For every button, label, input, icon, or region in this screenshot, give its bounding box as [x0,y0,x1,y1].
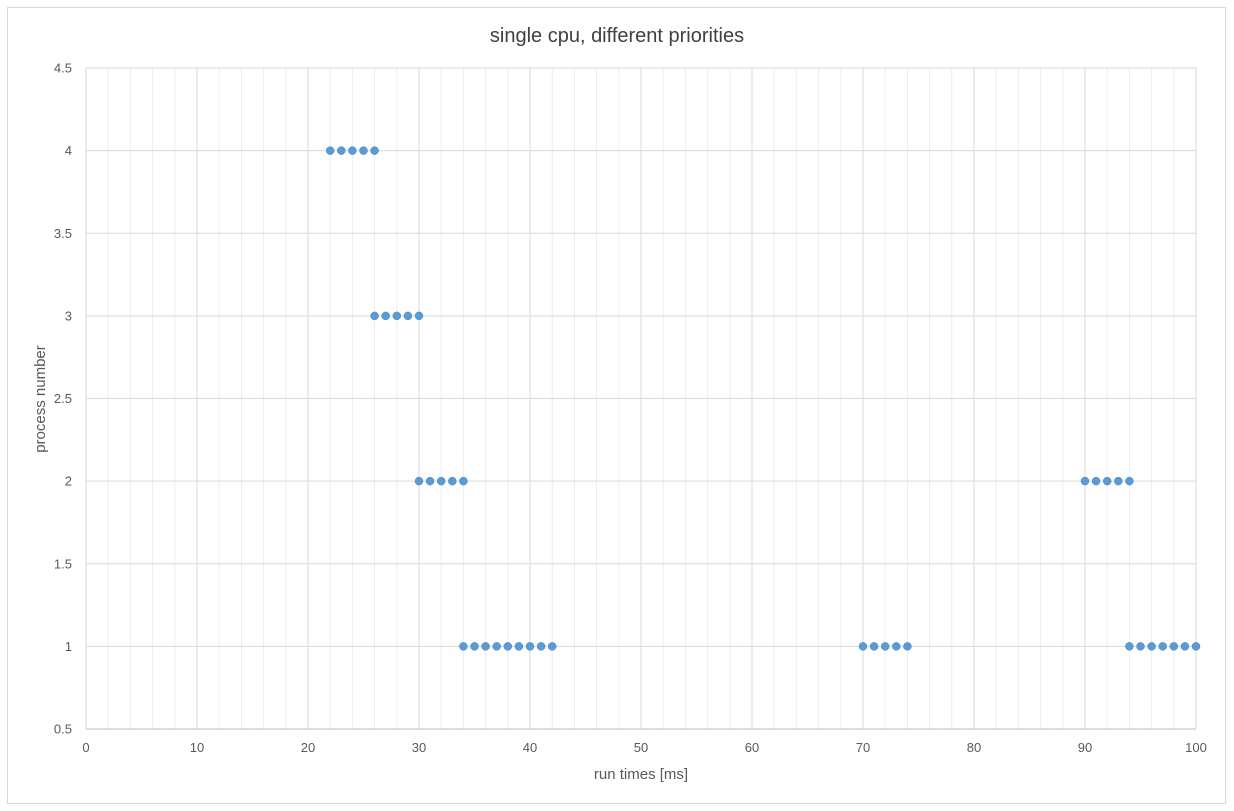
x-axis-ticks: 0 10 20 30 40 50 60 70 80 90 100 [82,740,1206,755]
x-tick-label: 60 [745,740,759,755]
data-point [337,146,346,155]
data-point [903,642,912,651]
x-tick-label: 30 [412,740,426,755]
major-gridlines [85,67,1197,730]
x-tick-label: 100 [1185,740,1207,755]
data-point [1136,642,1145,651]
data-point [392,311,402,321]
data-point [1080,476,1090,486]
data-point [403,311,413,321]
y-axis-ticks: 0.5 1 1.5 2 2.5 3 3.5 4 4.5 [54,61,72,737]
x-tick-label: 70 [856,740,870,755]
chart-title: single cpu, different priorities [490,25,744,47]
y-tick-label: 2.5 [54,391,72,406]
data-point [459,642,468,651]
data-point [459,476,468,486]
data-point [359,146,368,155]
x-tick-label: 10 [190,740,204,755]
data-point [514,642,524,651]
data-point [425,476,435,486]
data-point [892,642,901,651]
x-tick-label: 90 [1078,740,1092,755]
data-point [470,642,479,651]
x-tick-label: 0 [82,740,89,755]
data-point [1169,642,1179,651]
data-point [481,642,490,651]
data-point [1102,476,1112,486]
x-tick-label: 80 [967,740,981,755]
y-tick-label: 1.5 [54,556,72,571]
chart-area [7,7,1226,804]
data-point [1114,476,1123,486]
y-tick-label: 4 [65,143,72,158]
y-tick-label: 1 [65,639,72,654]
data-point [1125,476,1134,486]
data-point [1125,642,1134,651]
data-point [1147,642,1156,651]
y-tick-label: 3.5 [54,226,72,241]
x-tick-label: 40 [523,740,537,755]
data-point [348,146,357,155]
x-axis-title: run times [ms] [594,766,688,783]
data-point [325,146,335,155]
data-points [325,146,1201,651]
data-point [414,311,424,321]
y-tick-label: 3 [65,308,72,323]
data-point [448,476,457,486]
data-point [1180,642,1190,651]
data-point [525,642,535,651]
data-point [436,476,446,486]
data-point [1191,642,1201,651]
x-tick-label: 20 [301,740,315,755]
y-axis-title: process number [32,345,49,453]
data-point [1158,642,1167,651]
data-point [1091,476,1101,486]
data-point [869,642,879,651]
data-point [880,642,890,651]
data-point [492,642,501,651]
data-point [858,642,868,651]
y-tick-label: 2 [65,474,72,489]
data-point [381,311,390,321]
x-tick-label: 50 [634,740,648,755]
data-point [370,311,379,321]
data-point [547,642,557,651]
data-point [536,642,546,651]
y-tick-label: 4.5 [54,61,72,76]
data-point [503,642,513,651]
y-tick-label: 0.5 [54,722,72,737]
data-point [370,146,379,155]
data-point [414,476,424,486]
